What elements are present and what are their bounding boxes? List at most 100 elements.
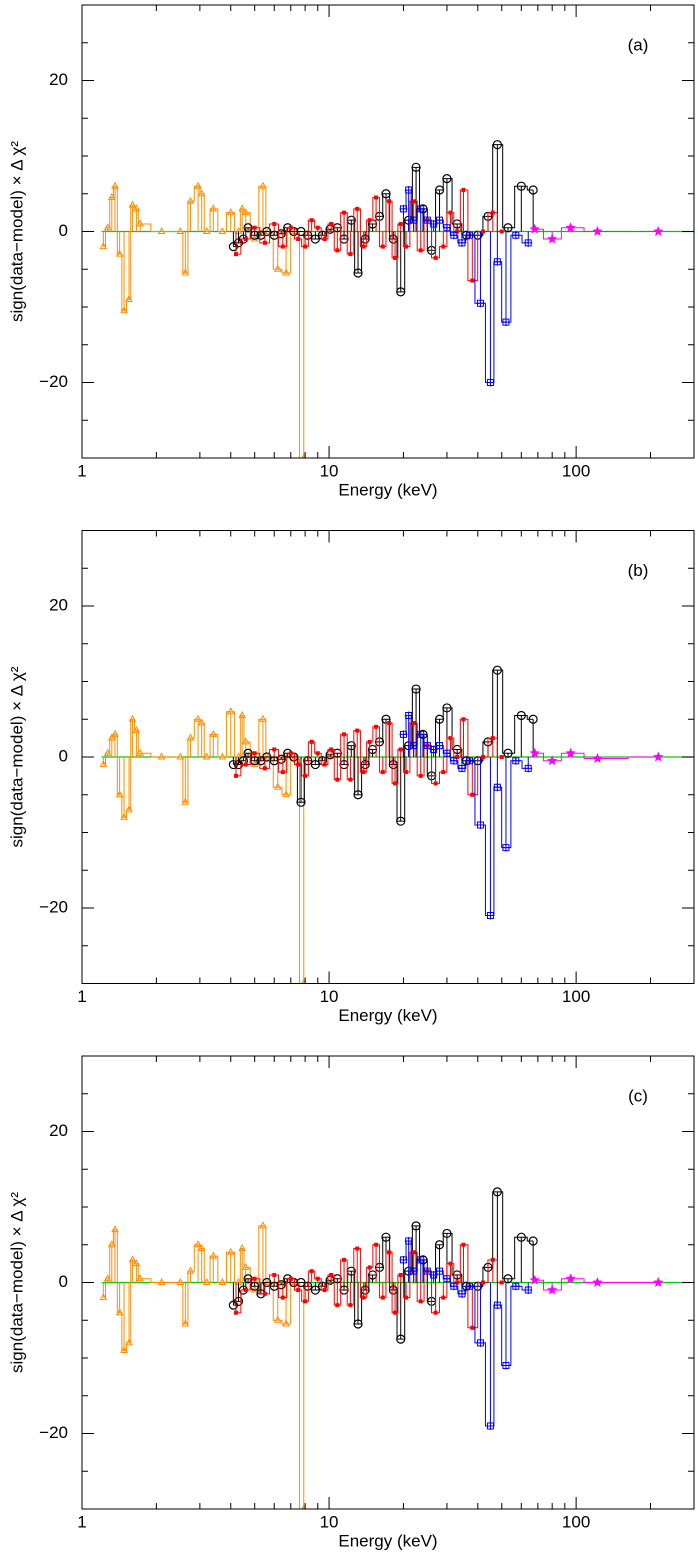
marker	[387, 199, 392, 204]
marker	[486, 378, 495, 387]
marker	[393, 781, 398, 786]
y-tick-label: −20	[39, 372, 68, 391]
marker	[411, 162, 421, 172]
marker	[296, 1288, 301, 1293]
x-axis-label: Energy (keV)	[338, 480, 437, 499]
marker	[455, 755, 460, 759]
y-tick-label: 20	[49, 70, 68, 89]
marker	[315, 751, 320, 756]
marker	[276, 754, 286, 764]
marker	[322, 762, 327, 767]
marker	[181, 1319, 190, 1327]
marker	[457, 764, 466, 773]
marker	[309, 218, 314, 223]
marker	[529, 1274, 540, 1285]
marker	[434, 1240, 445, 1250]
marker	[399, 204, 408, 213]
marker	[209, 1251, 218, 1259]
marker	[461, 1242, 466, 1247]
residual-step	[403, 189, 529, 383]
marker	[280, 770, 285, 775]
marker	[335, 248, 340, 253]
marker	[252, 751, 257, 756]
marker	[355, 1246, 360, 1251]
marker	[176, 1277, 185, 1285]
marker	[411, 684, 421, 694]
marker	[252, 225, 257, 230]
marker	[322, 1288, 327, 1293]
marker	[348, 252, 353, 257]
marker	[197, 189, 206, 197]
marker	[197, 1243, 206, 1252]
marker	[434, 185, 445, 195]
marker	[404, 185, 413, 194]
marker	[398, 747, 403, 752]
marker	[262, 226, 272, 237]
marker	[490, 210, 495, 215]
marker	[303, 756, 313, 766]
marker	[273, 782, 282, 790]
marker	[252, 1276, 257, 1281]
marker	[226, 208, 235, 216]
marker	[128, 1255, 137, 1263]
marker	[99, 242, 108, 250]
marker	[194, 1240, 202, 1248]
marker	[103, 223, 112, 231]
marker	[565, 222, 576, 233]
marker	[296, 797, 306, 807]
marker	[493, 783, 502, 792]
plot-area	[99, 1187, 694, 1509]
marker	[99, 760, 108, 768]
residual-step	[103, 185, 304, 458]
marker	[516, 710, 526, 721]
marker	[501, 318, 510, 327]
marker	[276, 229, 286, 239]
marker	[339, 234, 349, 244]
marker	[233, 1310, 238, 1315]
marker	[259, 181, 267, 189]
marker	[303, 1281, 313, 1291]
marker	[243, 1288, 248, 1293]
panel: 1 10 100 −20 0 20 (c) Energy (keV) sign(data−mod…	[7, 1055, 695, 1550]
x-tick-label: 100	[562, 1512, 590, 1531]
marker	[461, 717, 466, 722]
marker	[125, 1338, 133, 1346]
marker	[209, 204, 218, 212]
marker	[393, 1310, 398, 1315]
marker	[209, 729, 218, 737]
y-tick-label: 0	[59, 746, 68, 765]
marker	[233, 1296, 244, 1306]
marker	[452, 1270, 462, 1280]
marker	[136, 748, 145, 756]
marker	[250, 760, 259, 768]
marker	[546, 755, 558, 766]
y-tick-label: −20	[39, 1423, 68, 1442]
x-tick-label: 10	[320, 987, 339, 1006]
marker	[226, 1247, 235, 1255]
marker	[296, 762, 301, 767]
marker	[282, 1319, 290, 1327]
marker	[486, 1421, 495, 1430]
marker	[516, 181, 526, 191]
marker	[465, 756, 474, 765]
marker	[282, 790, 290, 798]
marker	[452, 219, 462, 229]
marker	[272, 221, 277, 226]
marker	[374, 195, 379, 200]
marker	[360, 234, 370, 244]
marker	[381, 189, 391, 199]
marker	[315, 225, 320, 230]
marker	[273, 264, 282, 272]
marker	[529, 747, 540, 758]
marker	[481, 755, 486, 759]
marker	[288, 1276, 293, 1281]
panel: 1 10 100 −20 0 20 (a) Energy (keV) sign(data−mod…	[7, 4, 695, 499]
marker	[120, 306, 128, 314]
x-tick-label: 1	[77, 1512, 86, 1531]
marker	[511, 1282, 520, 1291]
marker	[380, 1295, 385, 1300]
marker	[418, 248, 423, 253]
marker	[404, 1236, 413, 1245]
residual-step	[103, 1225, 304, 1509]
marker	[455, 229, 460, 234]
